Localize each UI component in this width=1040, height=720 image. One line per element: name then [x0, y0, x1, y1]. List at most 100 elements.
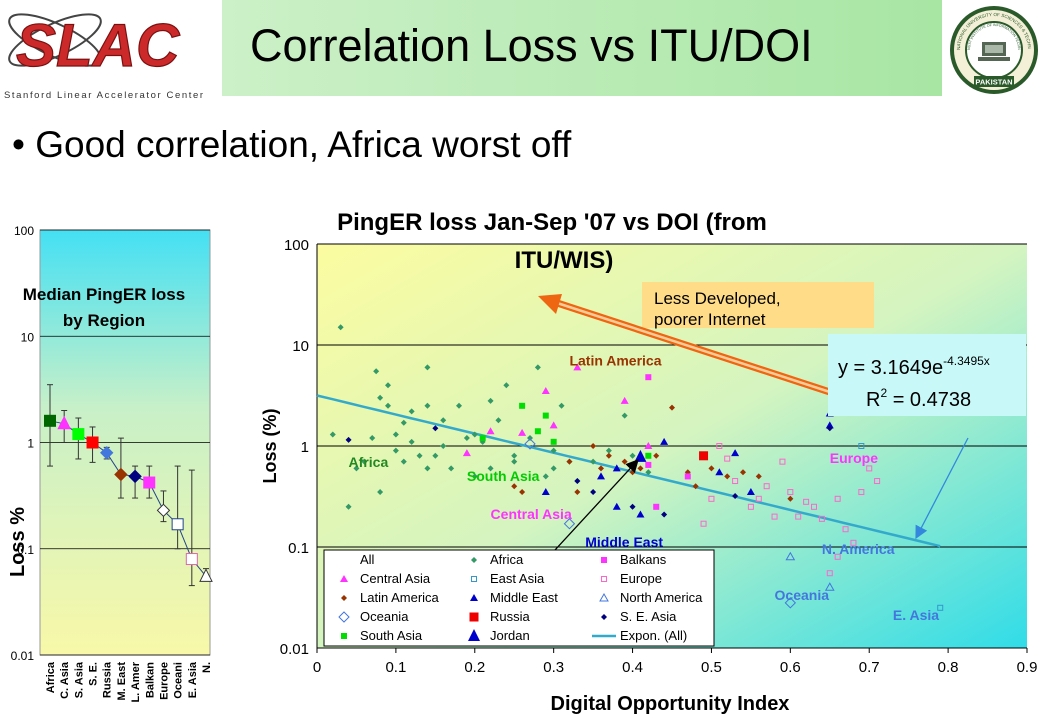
point-central-asia: [486, 427, 495, 435]
point-south-asia: [479, 435, 486, 442]
main-x-tick-label: 0: [313, 659, 321, 676]
legend-marker: [340, 575, 348, 582]
point-africa: [534, 364, 541, 371]
point-africa: [487, 397, 494, 404]
point-europe: [716, 443, 723, 449]
point-south-asia: [519, 402, 526, 409]
point-europe: [779, 458, 786, 465]
point-europe: [708, 495, 715, 502]
point-europe: [787, 489, 794, 496]
point-central-asia: [573, 363, 582, 371]
legend-marker: [601, 557, 607, 563]
point-s-e-asia: [432, 425, 439, 432]
point-europe: [850, 539, 857, 546]
trend-equation: y = 3.1649e-4.3495x: [838, 354, 990, 379]
point-middle-east: [660, 437, 669, 445]
region-label: Central Asia: [491, 506, 572, 522]
point-latin-america: [519, 489, 526, 496]
legend-label: All: [360, 552, 375, 567]
point-africa: [503, 382, 510, 389]
left-median-point: [86, 436, 99, 449]
point-s-e-asia: [574, 478, 581, 485]
point-central-asia: [462, 449, 471, 457]
point-africa: [542, 473, 549, 480]
point-africa: [527, 435, 533, 442]
main-y-tick-label: 10: [292, 338, 309, 355]
point-russia: [699, 451, 709, 461]
left-median-point: [185, 553, 198, 566]
left-median-point: [100, 446, 114, 460]
legend-label: Balkans: [620, 552, 667, 567]
left-category-label: S. Asia: [73, 661, 85, 698]
left-chart-title-line1: Median PingER loss: [23, 285, 185, 304]
point-africa: [369, 435, 376, 442]
point-central-asia: [541, 387, 550, 395]
main-y-tick-label: 1: [301, 439, 309, 456]
legend-label: Expon. (All): [620, 628, 687, 643]
point-east-asia: [937, 604, 944, 611]
legend-label: South Asia: [360, 628, 423, 643]
left-category-label: Europe: [158, 662, 170, 700]
legend-marker: [601, 576, 607, 582]
point-africa: [495, 417, 502, 424]
point-europe: [811, 503, 817, 510]
point-africa: [424, 465, 431, 472]
main-chart-title-line1: PingER loss Jan-Sep '07 vs DOI (from: [337, 209, 767, 236]
main-x-tick-label: 0.1: [385, 659, 406, 676]
bullet-point: • Good correlation, Africa worst off: [12, 124, 572, 165]
point-middle-east: [612, 464, 621, 472]
legend-label: Latin America: [360, 590, 440, 605]
slac-logo: SLAC Stanford Linear Accelerator Center: [4, 11, 203, 100]
legend-marker: [471, 557, 477, 563]
left-category-label: N.: [201, 662, 213, 673]
point-africa: [392, 431, 399, 438]
legend-label: Jordan: [490, 628, 530, 643]
region-label: Latin America: [569, 352, 661, 368]
point-africa: [385, 402, 391, 409]
point-africa: [558, 402, 565, 409]
point-africa: [448, 465, 455, 472]
title-bar: [222, 0, 942, 96]
slac-logo-text: SLAC: [16, 12, 181, 79]
point-middle-east: [825, 421, 834, 429]
legend-marker: [338, 611, 350, 623]
point-africa: [456, 402, 462, 409]
point-oceania: [524, 438, 536, 450]
point-africa: [605, 447, 612, 454]
point-middle-east: [731, 449, 740, 457]
point-europe: [858, 489, 865, 496]
left-category-label: Russia: [102, 661, 114, 698]
trend-pointer-arrow: [915, 437, 969, 540]
point-latin-america: [740, 469, 746, 476]
loss-vs-doi-chart: 100 10 1 0.1 0.01 0 0.1 0.2 0.3 0.4 0.5 0.6 0.7 0.8 0…: [262, 209, 1037, 715]
point-latin-america: [787, 495, 794, 502]
region-label: Oceania: [775, 587, 830, 603]
legend-marker: [341, 633, 347, 639]
point-balkans: [645, 461, 652, 468]
region-label: Middle East: [585, 534, 663, 550]
point-europe: [771, 513, 778, 520]
left-median-point: [199, 568, 213, 582]
point-balkans: [653, 503, 660, 510]
point-latin-america: [605, 452, 612, 459]
point-oceania: [784, 597, 797, 609]
point-s-e-asia: [345, 436, 352, 443]
point-south-asia: [534, 428, 541, 435]
legend-marker: [470, 594, 478, 601]
point-europe: [834, 553, 841, 560]
point-middle-east: [597, 472, 605, 480]
point-latin-america: [708, 465, 715, 472]
point-europe: [834, 495, 841, 502]
legend-label: Russia: [490, 609, 531, 624]
left-median-point: [156, 503, 171, 518]
point-africa: [550, 447, 557, 454]
point-europe: [803, 498, 810, 505]
point-africa: [337, 324, 344, 331]
main-x-tick-label: 0.6: [780, 659, 801, 676]
point-africa: [511, 452, 518, 459]
point-africa: [377, 394, 384, 401]
point-africa: [345, 503, 352, 510]
legend-box: [323, 549, 715, 647]
legend-label: East Asia: [490, 571, 545, 586]
point-europe: [732, 478, 739, 485]
